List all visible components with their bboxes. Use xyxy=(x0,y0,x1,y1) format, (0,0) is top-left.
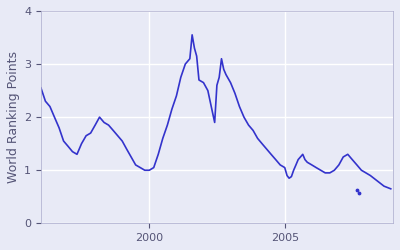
Point xyxy=(354,188,360,192)
Y-axis label: World Ranking Points: World Ranking Points xyxy=(7,51,20,183)
Point xyxy=(356,190,362,194)
